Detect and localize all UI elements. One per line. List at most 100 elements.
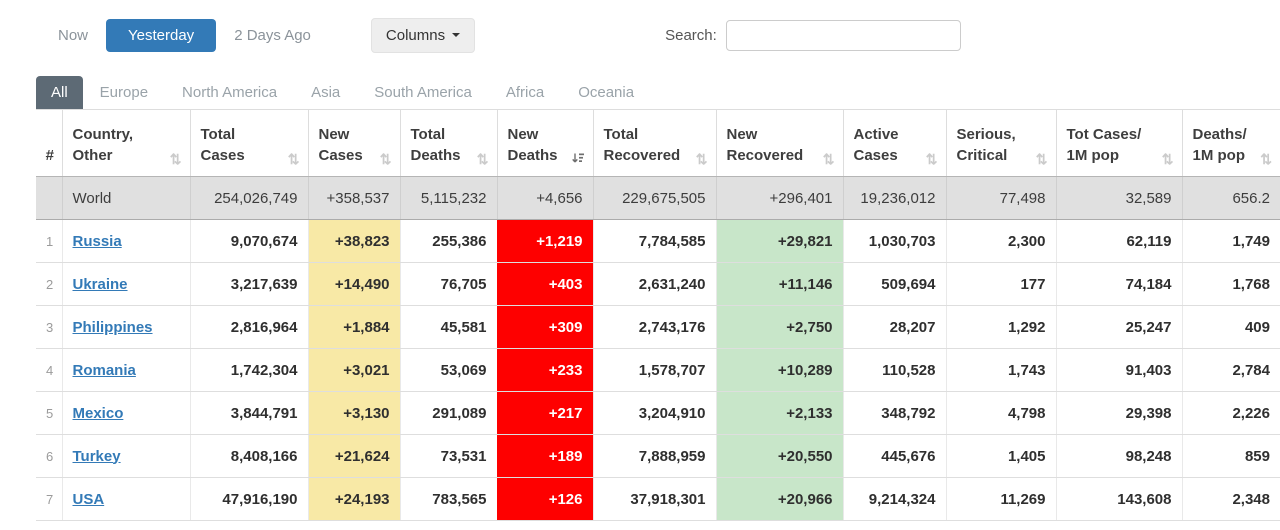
cell-country: USA — [61, 477, 190, 521]
time-filter-yesterday[interactable]: Yesterday — [106, 18, 217, 52]
table-row-turkey: 6 Turkey 8,408,166 +21,624 73,531 +189 7,888,9… — [36, 434, 1280, 478]
cell-new-deaths: +126 — [496, 477, 593, 521]
cell-rank: 7 — [36, 477, 62, 521]
cell-new-recovered: +29,821 — [715, 219, 843, 263]
sort-icon: ⇅ — [169, 151, 182, 167]
cell-new-deaths: +217 — [496, 391, 593, 435]
time-filter-now[interactable]: Now — [48, 19, 98, 52]
tab-all[interactable]: All — [36, 76, 83, 109]
cell-deaths-per-1m: 2,784 — [1181, 348, 1280, 392]
cell-country: Mexico — [61, 391, 190, 435]
caret-down-icon — [452, 33, 461, 37]
table-row-usa: 7 USA 47,916,190 +24,193 783,565 +126 37,918,3… — [36, 477, 1280, 521]
cell-active-cases: 19,236,012 — [842, 176, 946, 220]
cell-country: Russia — [61, 219, 190, 263]
col-header-total-cases[interactable]: Total Cases ⇅ — [189, 109, 308, 177]
country-link-philippines[interactable]: Philippines — [72, 318, 153, 336]
col-header-deaths-per-1m[interactable]: Deaths/1M pop ⇅ — [1181, 109, 1280, 177]
cell-deaths-per-1m: 1,749 — [1181, 219, 1280, 263]
country-link-usa[interactable]: USA — [72, 490, 105, 508]
cell-cases-per-1m: 91,403 — [1055, 348, 1182, 392]
cell-total-cases: 9,070,674 — [189, 219, 308, 263]
region-tabs: All Europe North America Asia South America A… — [36, 76, 1280, 109]
cell-deaths-per-1m: 1,768 — [1181, 262, 1280, 306]
cell-total-deaths: 291,089 — [399, 391, 497, 435]
country-link-ukraine[interactable]: Ukraine — [72, 275, 128, 293]
cell-total-cases: 3,844,791 — [189, 391, 308, 435]
search-label: Search: — [665, 26, 717, 44]
col-header-new-recovered[interactable]: New Recovered ⇅ — [715, 109, 843, 177]
cell-total-cases: 2,816,964 — [189, 305, 308, 349]
cell-cases-per-1m: 25,247 — [1055, 305, 1182, 349]
tab-europe[interactable]: Europe — [83, 76, 165, 109]
cell-serious-critical: 177 — [945, 262, 1056, 306]
col-label-total-cases: Total Cases — [200, 126, 245, 164]
cell-new-recovered: +20,966 — [715, 477, 843, 521]
cell-total-deaths: 73,531 — [399, 434, 497, 478]
cell-total-cases: 3,217,639 — [189, 262, 308, 306]
cell-new-cases: +14,490 — [307, 262, 400, 306]
country-link-russia[interactable]: Russia — [72, 232, 122, 250]
col-header-new-cases[interactable]: New Cases ⇅ — [307, 109, 400, 177]
tab-africa[interactable]: Africa — [489, 76, 561, 109]
cell-total-recovered: 3,204,910 — [592, 391, 716, 435]
cell-cases-per-1m: 32,589 — [1055, 176, 1182, 220]
cell-new-cases: +3,021 — [307, 348, 400, 392]
sort-icon: ⇅ — [476, 151, 489, 167]
tab-north-america[interactable]: North America — [165, 76, 294, 109]
col-label-new-deaths: New Deaths — [507, 126, 558, 164]
cell-new-deaths: +4,656 — [496, 176, 593, 220]
cell-total-deaths: 5,115,232 — [399, 176, 497, 220]
cell-total-recovered: 2,631,240 — [592, 262, 716, 306]
col-label-total-recovered: Total Recovered — [603, 126, 681, 164]
time-filter-2-days-ago[interactable]: 2 Days Ago — [224, 19, 321, 52]
tab-oceania[interactable]: Oceania — [561, 76, 651, 109]
col-label-serious-critical: Serious, Critical — [956, 126, 1016, 164]
cell-total-cases: 47,916,190 — [189, 477, 308, 521]
col-label-new-cases: New Cases — [318, 126, 363, 164]
cell-active-cases: 445,676 — [842, 434, 946, 478]
table-header-row: # Country, Other ⇅ Total Cases ⇅ New Cases ⇅ Total… — [36, 109, 1280, 177]
cell-cases-per-1m: 98,248 — [1055, 434, 1182, 478]
col-header-total-recovered[interactable]: Total Recovered ⇅ — [592, 109, 716, 177]
sort-icon: ⇅ — [1260, 151, 1272, 167]
cell-deaths-per-1m: 859 — [1181, 434, 1280, 478]
covid-stats-table: # Country, Other ⇅ Total Cases ⇅ New Cases ⇅ Total… — [36, 109, 1280, 521]
col-header-total-deaths[interactable]: Total Deaths ⇅ — [399, 109, 497, 177]
cell-rank: 1 — [36, 219, 62, 263]
sort-icon: ⇅ — [925, 151, 938, 167]
cell-new-recovered: +2,133 — [715, 391, 843, 435]
table-row-romania: 4 Romania 1,742,304 +3,021 53,069 +233 1,578,7… — [36, 348, 1280, 392]
country-link-romania[interactable]: Romania — [72, 361, 136, 379]
sort-desc-icon — [571, 152, 585, 166]
cell-new-cases: +38,823 — [307, 219, 400, 263]
col-header-cases-per-1m[interactable]: Tot Cases/1M pop ⇅ — [1055, 109, 1182, 177]
col-label-cases-per-1m: Tot Cases/1M pop — [1066, 126, 1142, 164]
col-label-active-cases: Active Cases — [853, 126, 899, 164]
table-row-mexico: 5 Mexico 3,844,791 +3,130 291,089 +217 3,204,9… — [36, 391, 1280, 435]
cell-active-cases: 348,792 — [842, 391, 946, 435]
col-header-new-deaths[interactable]: New Deaths — [496, 109, 593, 177]
cell-rank: 3 — [36, 305, 62, 349]
col-header-active-cases[interactable]: Active Cases ⇅ — [842, 109, 946, 177]
country-link-turkey[interactable]: Turkey — [72, 447, 121, 465]
tab-south-america[interactable]: South America — [357, 76, 489, 109]
col-header-country[interactable]: Country, Other ⇅ — [61, 109, 190, 177]
col-header-serious-critical[interactable]: Serious, Critical ⇅ — [945, 109, 1056, 177]
cell-total-recovered: 229,675,505 — [592, 176, 716, 220]
cell-new-cases: +21,624 — [307, 434, 400, 478]
cell-serious-critical: 77,498 — [945, 176, 1056, 220]
country-link-mexico[interactable]: Mexico — [72, 404, 124, 422]
cell-total-deaths: 45,581 — [399, 305, 497, 349]
cell-rank: 6 — [36, 434, 62, 478]
cell-country: World — [61, 176, 190, 220]
tab-asia[interactable]: Asia — [294, 76, 357, 109]
columns-dropdown-button[interactable]: Columns — [370, 17, 476, 53]
col-label-new-recovered: New Recovered — [726, 126, 804, 164]
cell-new-recovered: +296,401 — [715, 176, 843, 220]
world-row: World 254,026,749 +358,537 5,115,232 +4,656 2… — [36, 176, 1280, 220]
search-input[interactable] — [725, 19, 961, 51]
cell-total-cases: 254,026,749 — [189, 176, 308, 220]
cell-country: Ukraine — [61, 262, 190, 306]
sort-icon: ⇅ — [695, 151, 708, 167]
